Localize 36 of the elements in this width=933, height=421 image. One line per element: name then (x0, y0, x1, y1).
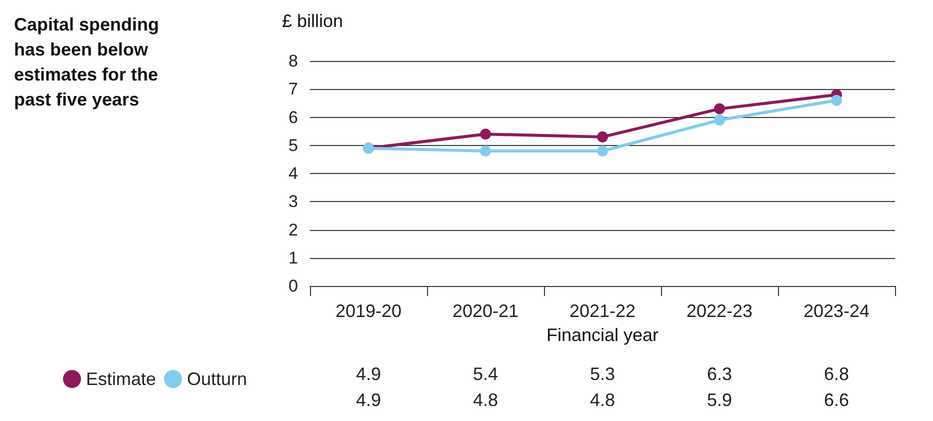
x-axis-title: Financial year (546, 325, 659, 345)
point (714, 103, 725, 114)
y-tick-label: 3 (288, 192, 298, 212)
data-label: 4.9 (356, 364, 382, 384)
point (831, 94, 842, 106)
data-label: 6.3 (706, 364, 732, 384)
x-tick-label: 2023-24 (803, 301, 870, 321)
point (480, 146, 491, 156)
data-label: 4.8 (590, 390, 616, 410)
y-tick-label: 0 (288, 276, 298, 296)
data-label: 5.3 (590, 364, 616, 384)
point (480, 128, 491, 140)
point (714, 114, 725, 126)
data-label: 6.6 (824, 390, 850, 410)
y-axis-title: £ billion (282, 11, 344, 31)
legend-label: Estimate (86, 369, 156, 389)
x-tick-label: 2020-21 (452, 301, 519, 321)
y-tick-label: 7 (288, 80, 298, 99)
point (597, 146, 608, 156)
y-tick-label: 8 (288, 52, 298, 70)
data-label: 4.8 (472, 390, 498, 410)
data-label: 5.9 (706, 390, 732, 410)
point (597, 131, 608, 142)
y-tick-label: 6 (288, 108, 298, 127)
x-tick-label: 2022-23 (686, 301, 753, 321)
legend-label: Outturn (187, 369, 248, 389)
data-label: 5.4 (472, 364, 498, 384)
data-label: 4.9 (356, 390, 382, 410)
y-tick-label: 5 (288, 136, 298, 155)
data-label: 6.8 (824, 364, 850, 384)
text: Capital spending has been below estimates for the past five years (14, 14, 164, 110)
y-tick-label: 2 (288, 220, 298, 240)
x-tick-label: 2021-22 (569, 301, 636, 321)
y-tick-label: 4 (288, 164, 298, 183)
y-tick-label: 1 (288, 248, 298, 268)
x-tick-label: 2019-20 (335, 301, 402, 321)
